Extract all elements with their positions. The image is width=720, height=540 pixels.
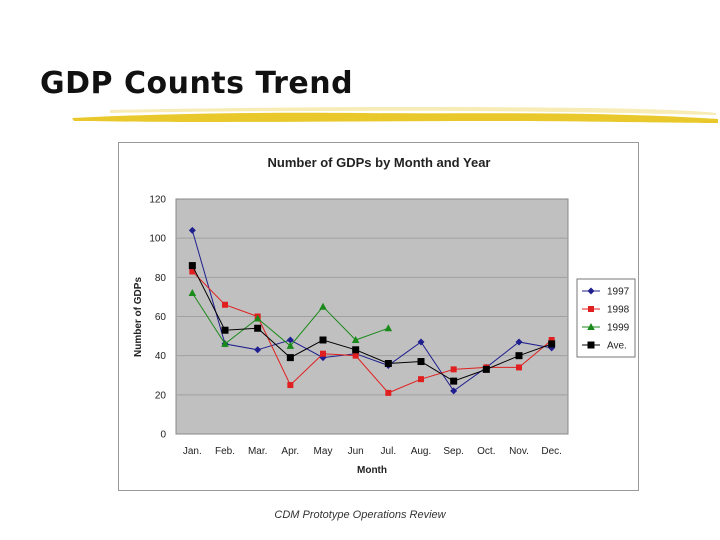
x-tick-label: Jun: [348, 446, 364, 457]
y-tick-label: 100: [149, 234, 166, 245]
gdp-line-chart: Number of GDPs by Month and Year 0 20 40 60…: [133, 155, 636, 476]
data-point: [352, 352, 359, 359]
data-point: [515, 352, 523, 360]
slide-footer: CDM Prototype Operations Review: [274, 509, 446, 521]
y-axis-ticks: 0 20 40 60 80 100 120: [149, 195, 166, 441]
data-point: [188, 262, 196, 270]
x-tick-label: Nov.: [509, 446, 529, 457]
chart-frame: Number of GDPs by Month and Year 0 20 40 60…: [118, 142, 639, 491]
slide-title: GDP Counts Trend: [40, 66, 354, 101]
data-point: [320, 350, 326, 357]
legend-label: 1997: [607, 287, 630, 298]
data-point: [516, 364, 522, 371]
legend-marker: [588, 306, 594, 312]
data-point: [515, 338, 523, 346]
data-point: [319, 302, 327, 310]
data-point: [417, 338, 425, 346]
data-point: [254, 346, 262, 354]
chart-title: Number of GDPs by Month and Year: [268, 155, 491, 170]
series-line: [191, 265, 552, 382]
data-point: [450, 366, 457, 373]
y-tick-label: 20: [155, 390, 167, 401]
data-point: [450, 377, 458, 385]
x-tick-label: Mar.: [248, 446, 267, 457]
x-axis-label: Month: [357, 465, 387, 476]
data-point: [319, 336, 327, 344]
legend-box: [576, 278, 636, 358]
data-point: [221, 326, 229, 334]
x-tick-label: Oct.: [477, 446, 495, 457]
data-point: [418, 376, 424, 383]
title-underline-stroke: [72, 112, 718, 123]
data-point: [286, 354, 294, 362]
data-point: [384, 324, 393, 332]
x-tick-label: Sep.: [443, 446, 464, 457]
x-tick-label: Aug.: [411, 446, 432, 457]
data-point: [450, 387, 458, 395]
x-tick-label: Dec.: [541, 446, 562, 457]
data-point: [352, 346, 360, 354]
chart-legend: 1997 1998 1999 Ave.: [576, 278, 636, 358]
x-tick-label: Apr.: [281, 446, 299, 457]
data-point: [482, 365, 490, 373]
data-point: [385, 389, 392, 396]
data-point: [188, 226, 196, 234]
data-point: [286, 341, 295, 349]
data-point: [287, 382, 294, 389]
series-ave: [188, 262, 556, 385]
legend-marker: [587, 341, 595, 349]
data-point: [188, 289, 197, 296]
title-underline: [72, 106, 718, 123]
x-tick-label: May: [314, 446, 333, 457]
data-point: [384, 360, 392, 367]
legend-items: 1997 1998 1999 Ave.: [582, 287, 630, 352]
data-point: [221, 339, 229, 347]
y-tick-label: 40: [155, 351, 167, 362]
data-point: [351, 336, 360, 343]
y-axis-label: Number of GDPs: [133, 277, 144, 357]
legend-label: 1998: [607, 305, 630, 316]
legend-label: Ave.: [607, 341, 627, 352]
title-underline-texture: [110, 106, 716, 115]
data-point: [548, 337, 555, 343]
series-layer: [188, 226, 556, 396]
data-point: [189, 268, 196, 275]
gridlines: [176, 237, 568, 396]
y-tick-label: 120: [149, 195, 166, 206]
legend-marker: [587, 287, 595, 295]
data-point: [222, 301, 228, 308]
legend-label: 1999: [607, 323, 630, 334]
x-tick-label: Jan.: [183, 446, 202, 457]
x-tick-label: Jul.: [381, 446, 397, 457]
data-point: [548, 340, 556, 348]
x-tick-label: Feb.: [215, 446, 235, 457]
data-point: [254, 324, 262, 332]
y-tick-label: 60: [155, 312, 167, 323]
series-line: [191, 230, 552, 392]
data-point: [417, 358, 425, 366]
data-point: [253, 314, 262, 322]
series-1999: [188, 289, 393, 349]
y-tick-label: 80: [155, 273, 167, 284]
legend-marker: [587, 323, 595, 330]
x-axis-ticks: Jan. Feb. Mar. Apr. May Jun Jul. Aug. Sep. Oct. No…: [183, 446, 562, 457]
y-tick-label: 0: [160, 430, 166, 441]
data-point: [286, 336, 294, 344]
